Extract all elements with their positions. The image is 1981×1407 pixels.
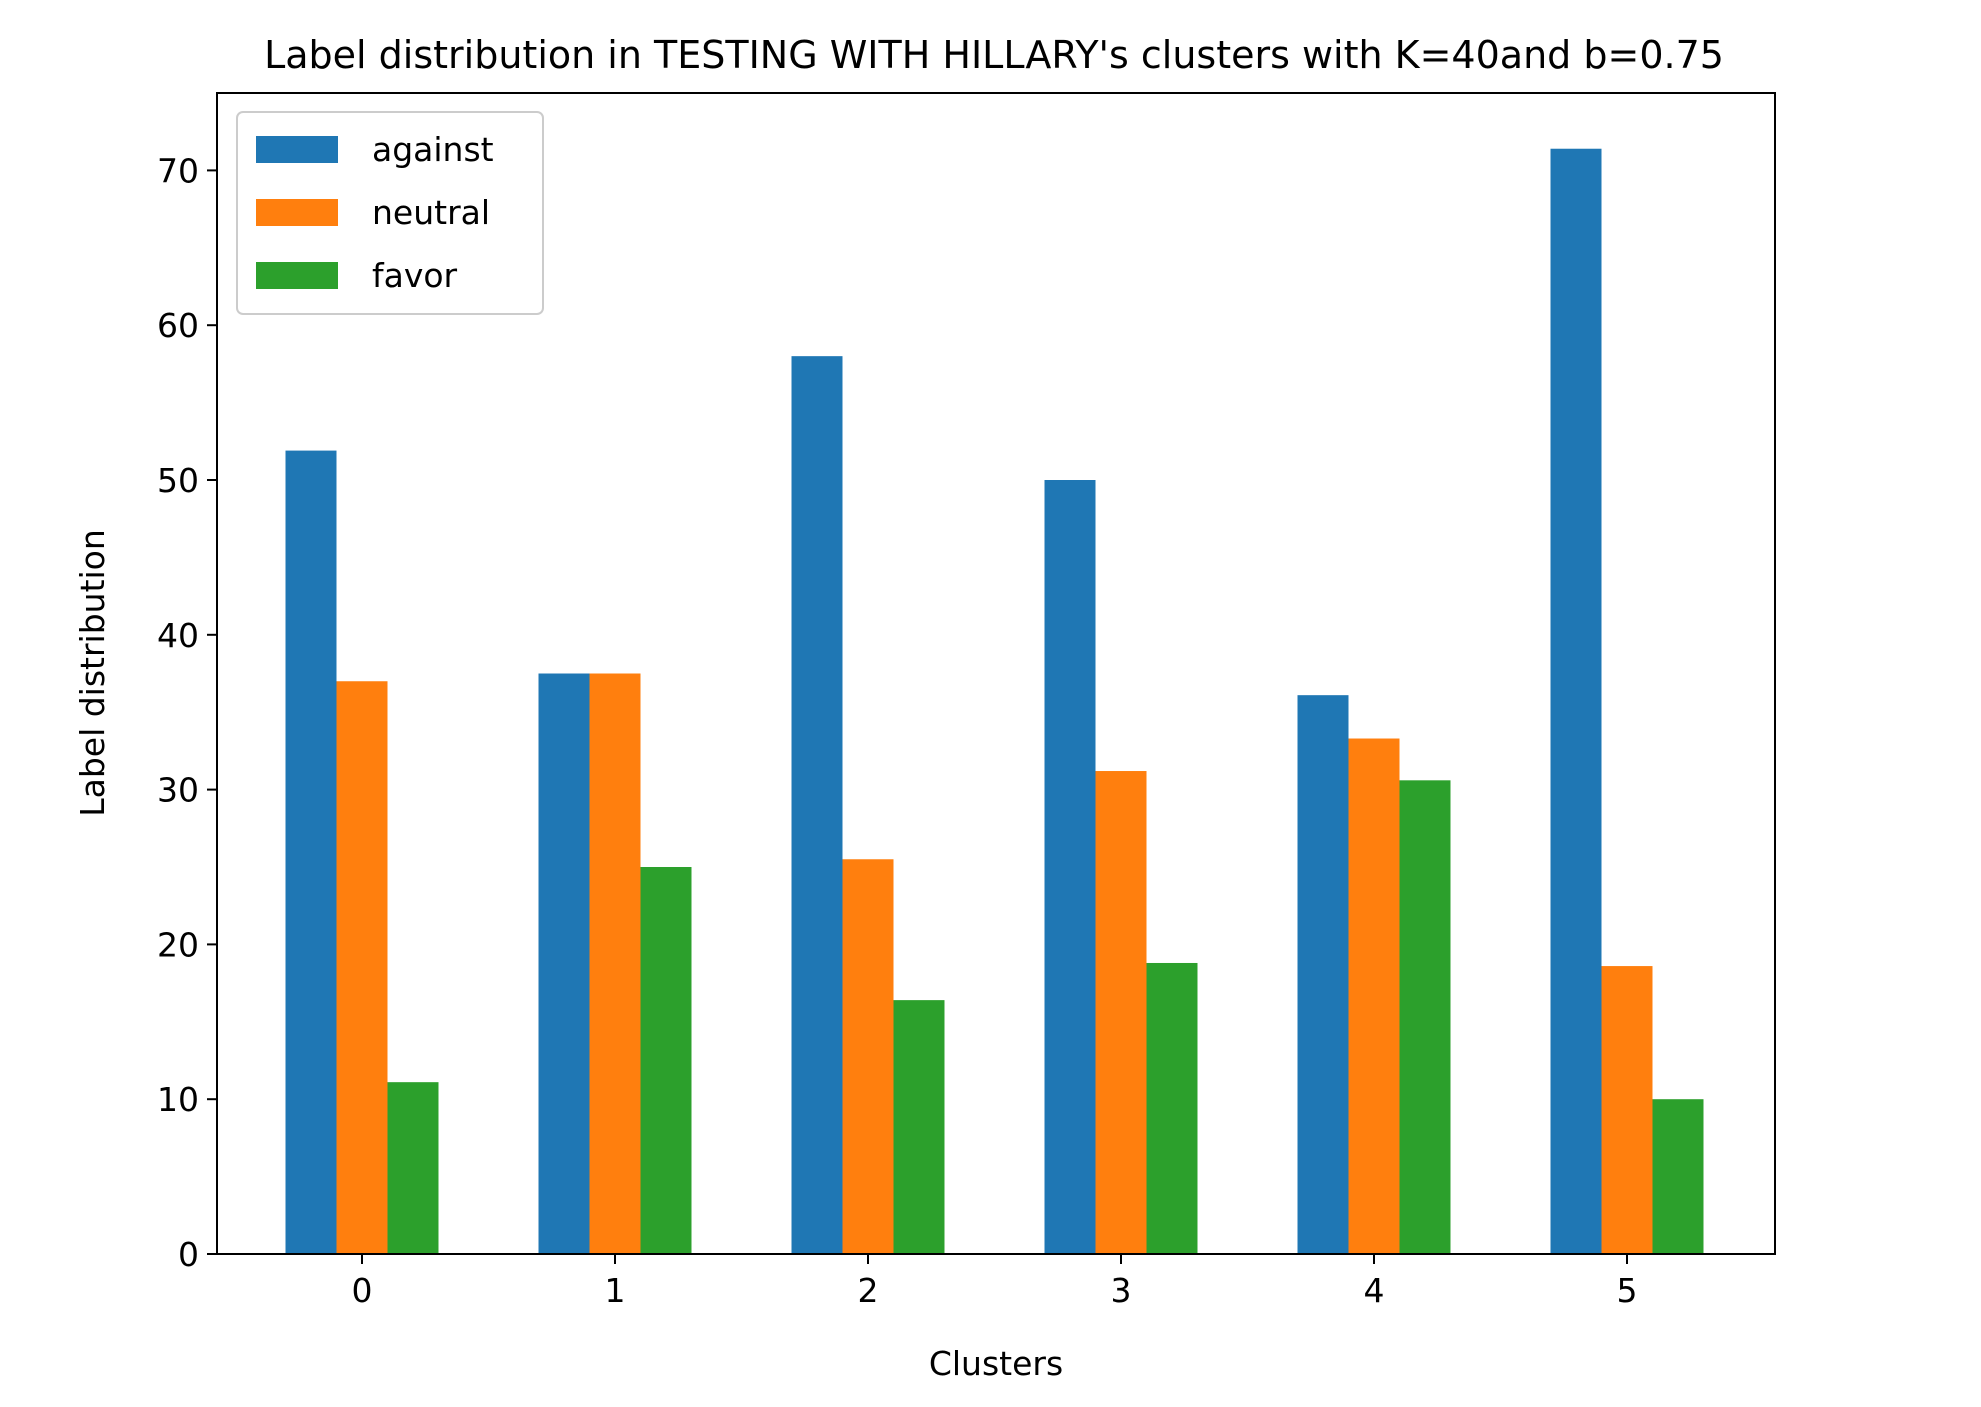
bar-against-cluster-1	[538, 673, 590, 1254]
bar-against-cluster-0	[285, 450, 337, 1254]
bar-favor-cluster-3	[1146, 962, 1198, 1254]
plot-area-frame	[216, 92, 1776, 1255]
bar-against-cluster-5	[1550, 148, 1602, 1254]
x-tick-label: 3	[1111, 1271, 1132, 1310]
x-axis-label: Clusters	[929, 1344, 1063, 1383]
legend-label-favor: favor	[372, 256, 458, 295]
bar-against-cluster-4	[1297, 695, 1349, 1254]
bar-against-cluster-2	[791, 356, 843, 1254]
bar-against-cluster-3	[1044, 480, 1096, 1254]
y-tick-label: 0	[178, 1235, 199, 1274]
y-tick-label: 60	[157, 306, 199, 345]
bar-neutral-cluster-1	[589, 673, 641, 1254]
bar-favor-cluster-5	[1652, 1099, 1704, 1254]
bar-favor-cluster-4	[1399, 780, 1451, 1254]
bar-favor-cluster-0	[387, 1082, 439, 1254]
x-tick-label: 5	[1617, 1271, 1638, 1310]
legend-label-neutral: neutral	[372, 193, 490, 232]
axes-layer: 0 10 20 30 40 50 60 70 0 1 2 3 4 5	[157, 151, 1638, 1310]
bar-neutral-cluster-4	[1348, 738, 1400, 1254]
legend-swatch-against	[256, 136, 338, 163]
y-tick-label: 10	[157, 1080, 199, 1119]
legend: against neutral favor	[236, 111, 544, 315]
bar-favor-cluster-2	[893, 1000, 945, 1254]
bars-layer	[285, 148, 1704, 1254]
bar-neutral-cluster-5	[1601, 966, 1653, 1254]
bar-favor-cluster-1	[640, 867, 692, 1254]
y-tick-label: 50	[157, 461, 199, 500]
x-tick-label: 2	[858, 1271, 879, 1310]
y-axis-label: Label distribution	[73, 529, 112, 817]
bar-neutral-cluster-2	[842, 859, 894, 1254]
x-tick-label: 1	[605, 1271, 626, 1310]
bar-neutral-cluster-0	[336, 681, 388, 1254]
chart-title: Label distribution in TESTING WITH HILLA…	[264, 33, 1724, 77]
y-tick-label: 40	[157, 616, 199, 655]
legend-swatch-neutral	[256, 199, 338, 226]
y-tick-label: 30	[157, 771, 199, 810]
legend-swatch-favor	[256, 262, 338, 289]
x-tick-label: 4	[1364, 1271, 1385, 1310]
x-tick-label: 0	[352, 1271, 373, 1310]
y-tick-label: 70	[157, 151, 199, 190]
legend-label-against: against	[372, 130, 494, 169]
y-tick-label: 20	[157, 925, 199, 964]
bar-neutral-cluster-3	[1095, 771, 1147, 1254]
